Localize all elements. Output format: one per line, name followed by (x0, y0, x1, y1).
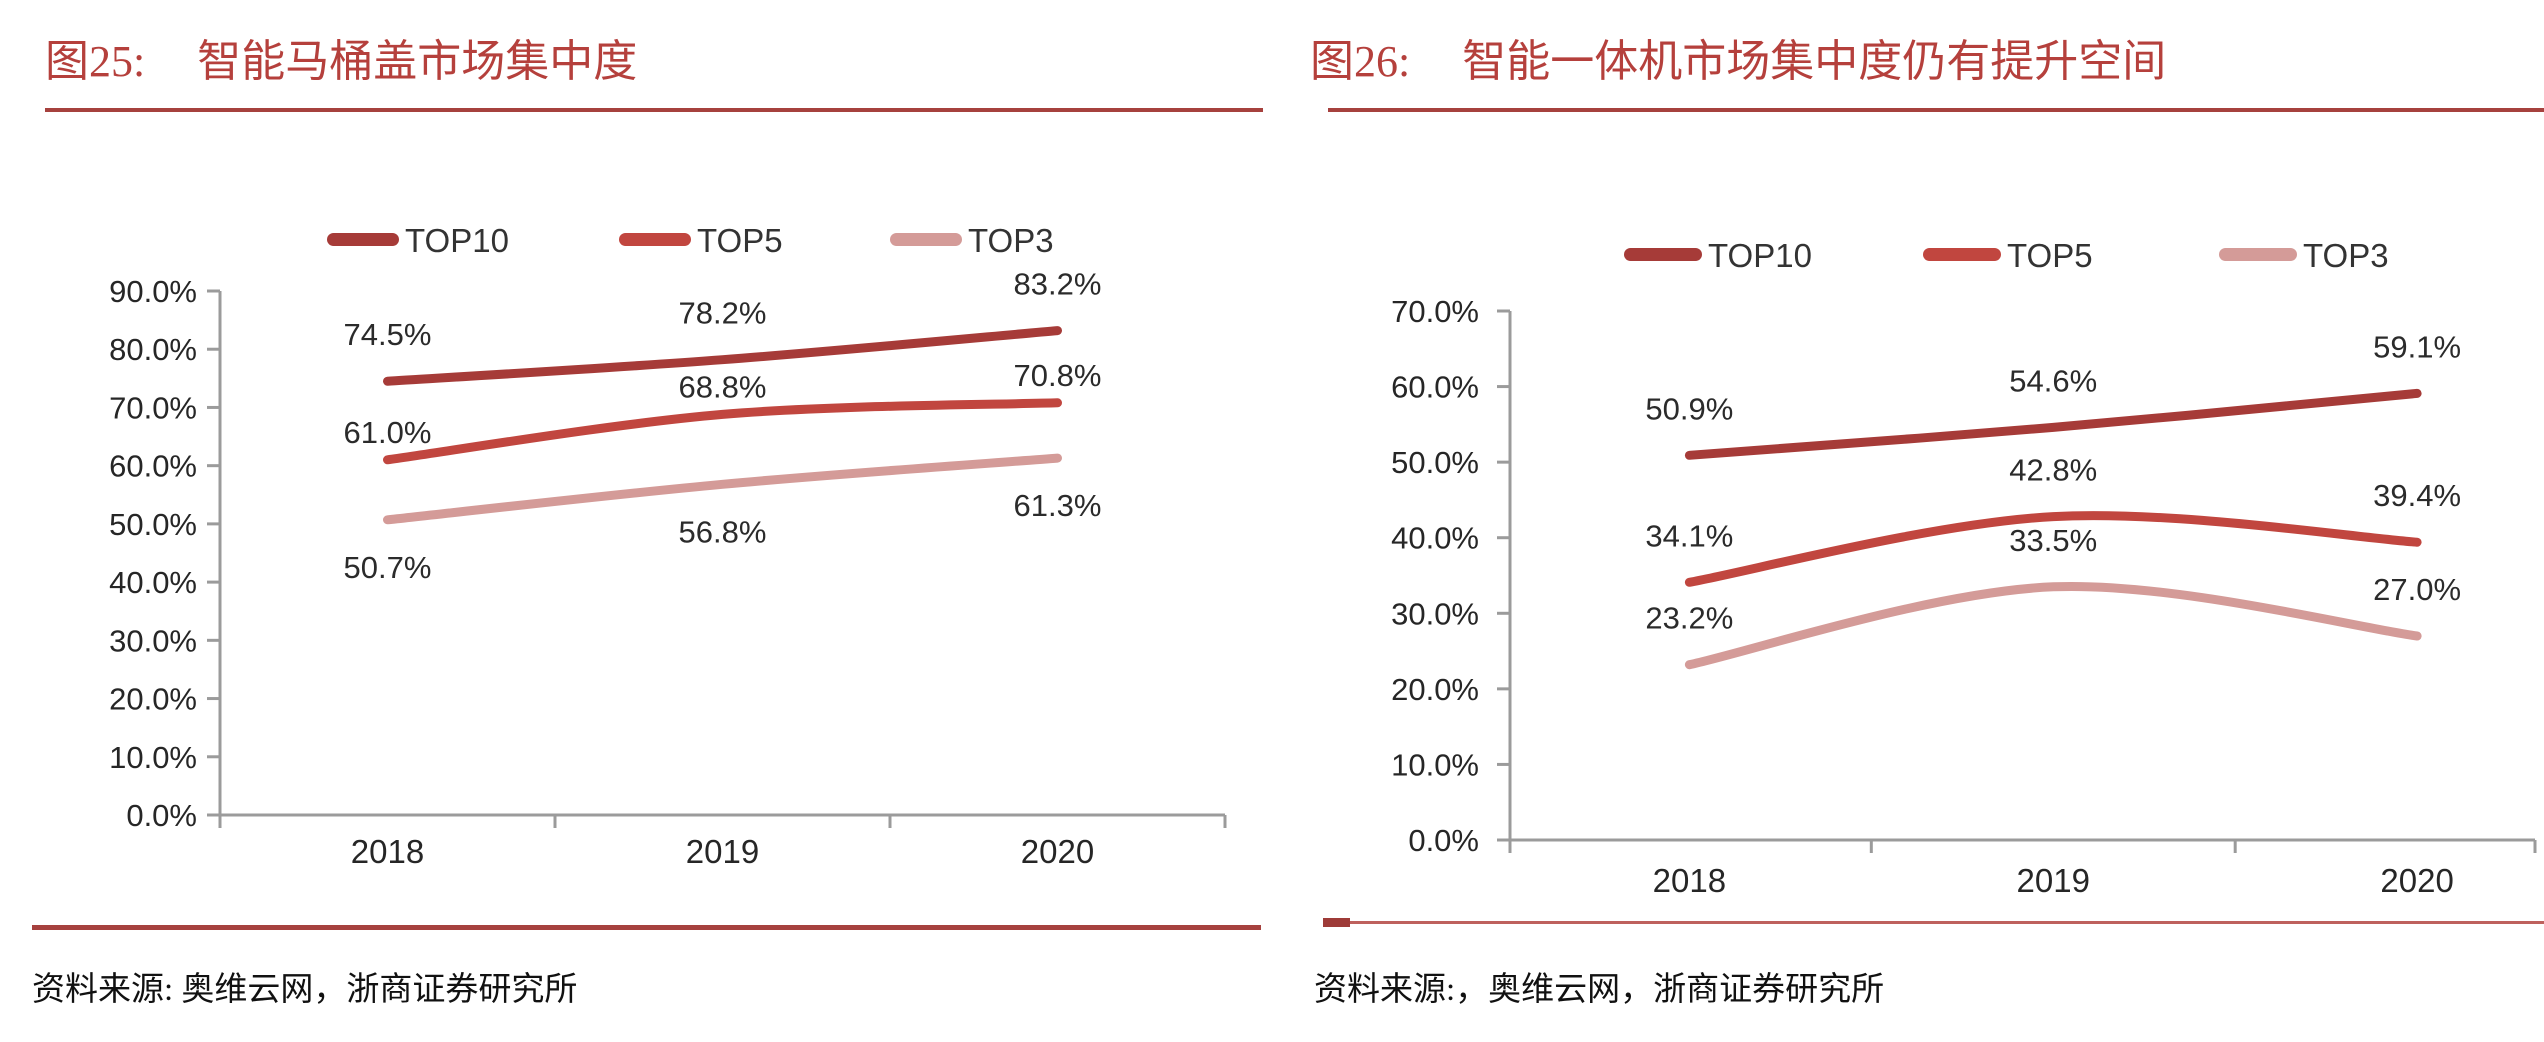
legend-label: TOP3 (2303, 237, 2389, 274)
data-label: 50.9% (1645, 391, 1733, 426)
y-axis-tick-label: 0.0% (126, 798, 197, 833)
y-axis-tick-label: 70.0% (1391, 294, 1479, 329)
y-axis-tick-label: 60.0% (1391, 370, 1479, 405)
x-axis-label: 2019 (2017, 862, 2090, 899)
x-axis-label: 2018 (351, 833, 424, 870)
figure-label: 图25: (45, 37, 146, 86)
data-label: 78.2% (679, 296, 767, 331)
data-label: 61.3% (1014, 488, 1102, 523)
data-label: 74.5% (344, 317, 432, 352)
data-label: 83.2% (1014, 267, 1102, 302)
data-label: 61.0% (344, 415, 432, 450)
source-note: 资料来源: 奥维云网，浙商证券研究所 (32, 972, 578, 1008)
x-axis-label: 2020 (1021, 833, 1094, 870)
legend-swatch (327, 233, 399, 246)
legend-label: TOP3 (968, 222, 1054, 259)
data-label: 42.8% (2009, 453, 2097, 488)
figure-header: 图25: 智能马桶盖市场集中度 (45, 36, 1265, 89)
y-axis-tick-label: 70.0% (109, 390, 197, 425)
x-axis-label: 2019 (686, 833, 759, 870)
legend-label: TOP5 (697, 222, 783, 259)
y-axis-tick-label: 20.0% (109, 682, 197, 717)
legend-swatch (619, 233, 691, 246)
data-label: 34.1% (1645, 518, 1733, 553)
series-line-top10 (1684, 388, 2422, 460)
y-axis-tick-label: 50.0% (109, 507, 197, 542)
line-chart: TOP10 TOP5 TOP3 0.0% 10.0% 20.0% 30.0% 40.0% 50.… (1391, 237, 2537, 899)
y-axis-tick-label: 0.0% (1408, 823, 1479, 858)
figure-26: 图26: 智能一体机市场集中度仍有提升空间 TOP10 TOP5 TOP3 0.0% 1… (1300, 0, 2544, 1042)
y-axis-tick-label: 60.0% (109, 449, 197, 484)
series-line-top3 (1684, 581, 2422, 670)
x-axis-label: 2018 (1653, 862, 1726, 899)
data-label: 27.0% (2373, 572, 2461, 607)
data-label: 54.6% (2009, 363, 2097, 398)
data-label: 39.4% (2373, 478, 2461, 513)
series-line-top5 (1684, 511, 2422, 587)
data-label: 56.8% (679, 514, 767, 549)
series-line-top10 (383, 326, 1062, 386)
y-axis-tick-label: 90.0% (109, 274, 197, 309)
bottom-rule (32, 925, 1261, 930)
data-label: 23.2% (1645, 601, 1733, 636)
y-axis-tick-label: 50.0% (1391, 445, 1479, 480)
series-line-top3 (383, 453, 1062, 525)
y-axis-tick-label: 10.0% (1391, 747, 1479, 782)
data-label: 50.7% (344, 550, 432, 585)
title-rule (1328, 108, 2544, 112)
legend-swatch (1923, 248, 2001, 261)
legend-swatch (890, 233, 962, 246)
figure-label: 图26: (1310, 37, 1411, 86)
y-axis-tick-label: 40.0% (1391, 521, 1479, 556)
x-axis-label: 2020 (2380, 862, 2453, 899)
legend-label: TOP5 (2007, 237, 2093, 274)
data-label: 70.8% (1014, 358, 1102, 393)
data-label: 33.5% (2009, 523, 2097, 558)
line-chart: TOP10 TOP5 TOP3 0.0% 10.0% 20.0% 30.0% 40.0% 50.… (109, 222, 1227, 870)
series-line-top5 (383, 398, 1062, 465)
y-axis-tick-label: 30.0% (109, 623, 197, 658)
legend-swatch (2219, 248, 2297, 261)
figure-25: 图25: 智能马桶盖市场集中度 TOP10 TOP5 TOP3 0.0% 10.0% 20… (20, 0, 1265, 1042)
bottom-rule (1323, 918, 2544, 927)
legend-swatch (1624, 248, 1702, 261)
figure-title-text: 智能马桶盖市场集中度 (197, 37, 638, 86)
figure-header: 图26: 智能一体机市场集中度仍有提升空间 (1310, 36, 2544, 89)
source-note: 资料来源:，奥维云网，浙商证券研究所 (1314, 972, 1885, 1008)
data-label: 68.8% (679, 369, 767, 404)
legend-label: TOP10 (405, 222, 509, 259)
y-axis-tick-label: 40.0% (109, 565, 197, 600)
title-rule (45, 108, 1263, 112)
rule-dash (1323, 918, 1350, 927)
y-axis-tick-label: 10.0% (109, 740, 197, 775)
legend-label: TOP10 (1708, 237, 1812, 274)
figure-title-text: 智能一体机市场集中度仍有提升空间 (1462, 37, 2167, 86)
y-axis-tick-label: 20.0% (1391, 672, 1479, 707)
y-axis-tick-label: 30.0% (1391, 596, 1479, 631)
data-label: 59.1% (2373, 329, 2461, 364)
y-axis-tick-label: 80.0% (109, 332, 197, 367)
